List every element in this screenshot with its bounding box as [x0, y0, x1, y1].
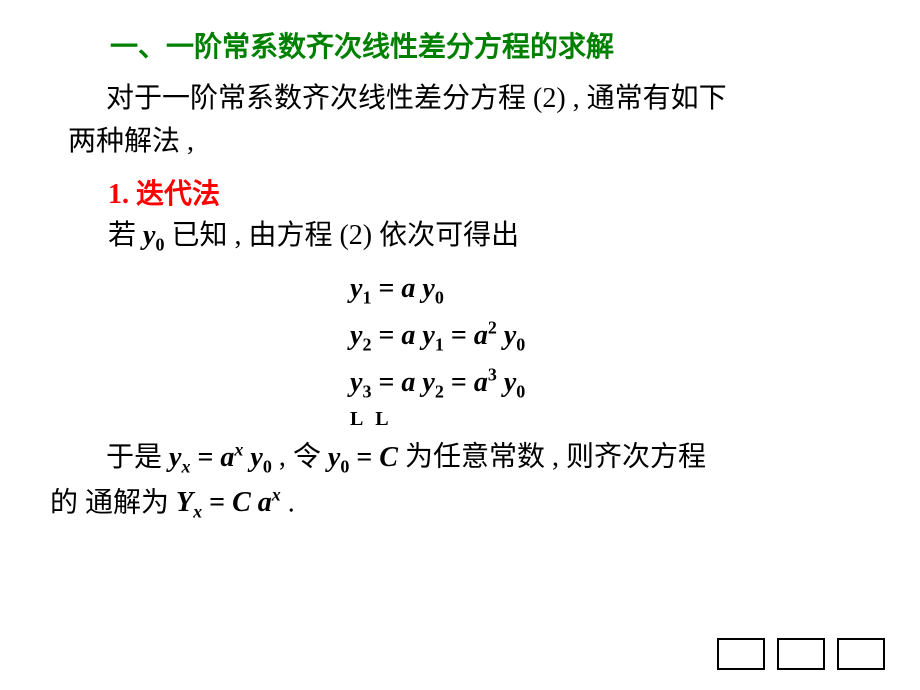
equation-3: y3 = a y2 = a3 y0 [350, 360, 870, 407]
p3-eq1: = [197, 442, 220, 473]
p3b-Yx-sub: x [193, 502, 202, 522]
paragraph-3b: 的 通解为 Yx = C ax . [50, 481, 870, 527]
eq2-lhs: y [350, 320, 362, 351]
eq2-lhs-sub: 2 [362, 334, 371, 354]
eq2-exp: 2 [488, 318, 497, 338]
eq2-y: y [504, 320, 516, 351]
eq1-rhs: a y [401, 273, 434, 304]
paragraph-1: 对于一阶常系数齐次线性差分方程 (2) , 通常有如下 两种解法 , [68, 77, 870, 164]
eq1-lhs-sub: 1 [362, 287, 371, 307]
p3b-pre: 的 通解为 [50, 487, 169, 518]
p3-yx-sub: x [181, 456, 190, 476]
eq3-a: a [474, 367, 488, 398]
p3-y0b-sub: 0 [340, 456, 349, 476]
para2-math-sub: 0 [155, 234, 164, 254]
eq3-exp: 3 [488, 365, 497, 385]
section-heading: 一、一阶常系数齐次线性差分方程的求解 [110, 25, 870, 65]
eq2-ysub: 0 [516, 334, 525, 354]
eq1-lhs: y [350, 273, 362, 304]
method-heading: 1. 迭代法 [108, 172, 870, 212]
eq3-mid-sub: 2 [435, 382, 444, 402]
nav-next-button[interactable] [837, 638, 885, 670]
nav-buttons [717, 638, 885, 670]
p3b-Yx: Y [176, 487, 193, 518]
p3-post: 为任意常数 , 则齐次方程 [405, 442, 706, 473]
equation-2: y2 = a y1 = a2 y0 [350, 313, 870, 360]
para1-line2: 两种解法 , [68, 126, 194, 157]
para2-math-y: y [143, 220, 155, 251]
p3-y0-sub: 0 [263, 456, 272, 476]
eq2-mid: a y [401, 320, 434, 351]
nav-prev-button[interactable] [717, 638, 765, 670]
equation-1: y1 = a y0 [350, 266, 870, 313]
p3-y0b: y [328, 442, 340, 473]
p3b-Ca: C a [232, 487, 272, 518]
paragraph-2: 若 y0 已知 , 由方程 (2) 依次可得出 [108, 216, 870, 258]
p3-y0: y [250, 442, 262, 473]
para1-line1: 对于一阶常系数齐次线性差分方程 (2) , 通常有如下 [106, 83, 727, 114]
nav-home-button[interactable] [777, 638, 825, 670]
p3-mid: , 令 [279, 442, 321, 473]
p3-C: C [379, 442, 398, 473]
p3b-eq: = [209, 487, 232, 518]
equation-block: y1 = a y0 y2 = a y1 = a2 y0 y3 = a y2 = … [350, 266, 870, 408]
para2-post: 已知 , 由方程 (2) 依次可得出 [171, 220, 519, 251]
paragraph-3: 于是 yx = ax y0 , 令 y0 = C 为任意常数 , 则齐次方程 [68, 435, 870, 481]
eq3-y: y [504, 367, 516, 398]
ellipsis: L L [350, 409, 870, 429]
eq2-a: a [474, 320, 488, 351]
eq1-rhs-sub: 0 [435, 287, 444, 307]
p3-yx-y: y [169, 442, 181, 473]
eq3-lhs-sub: 3 [362, 382, 371, 402]
p3b-post: . [288, 487, 295, 518]
eq3-lhs: y [350, 367, 362, 398]
p3-eq2: = [356, 442, 379, 473]
p3b-sup: x [272, 485, 281, 505]
para3-pre: 于是 [106, 442, 162, 473]
p3-a: a [220, 442, 234, 473]
eq3-ysub: 0 [516, 382, 525, 402]
para2-pre: 若 [108, 220, 136, 251]
p3-a-sup: x [234, 439, 243, 459]
eq2-mid-sub: 1 [435, 334, 444, 354]
eq3-mid: a y [401, 367, 434, 398]
